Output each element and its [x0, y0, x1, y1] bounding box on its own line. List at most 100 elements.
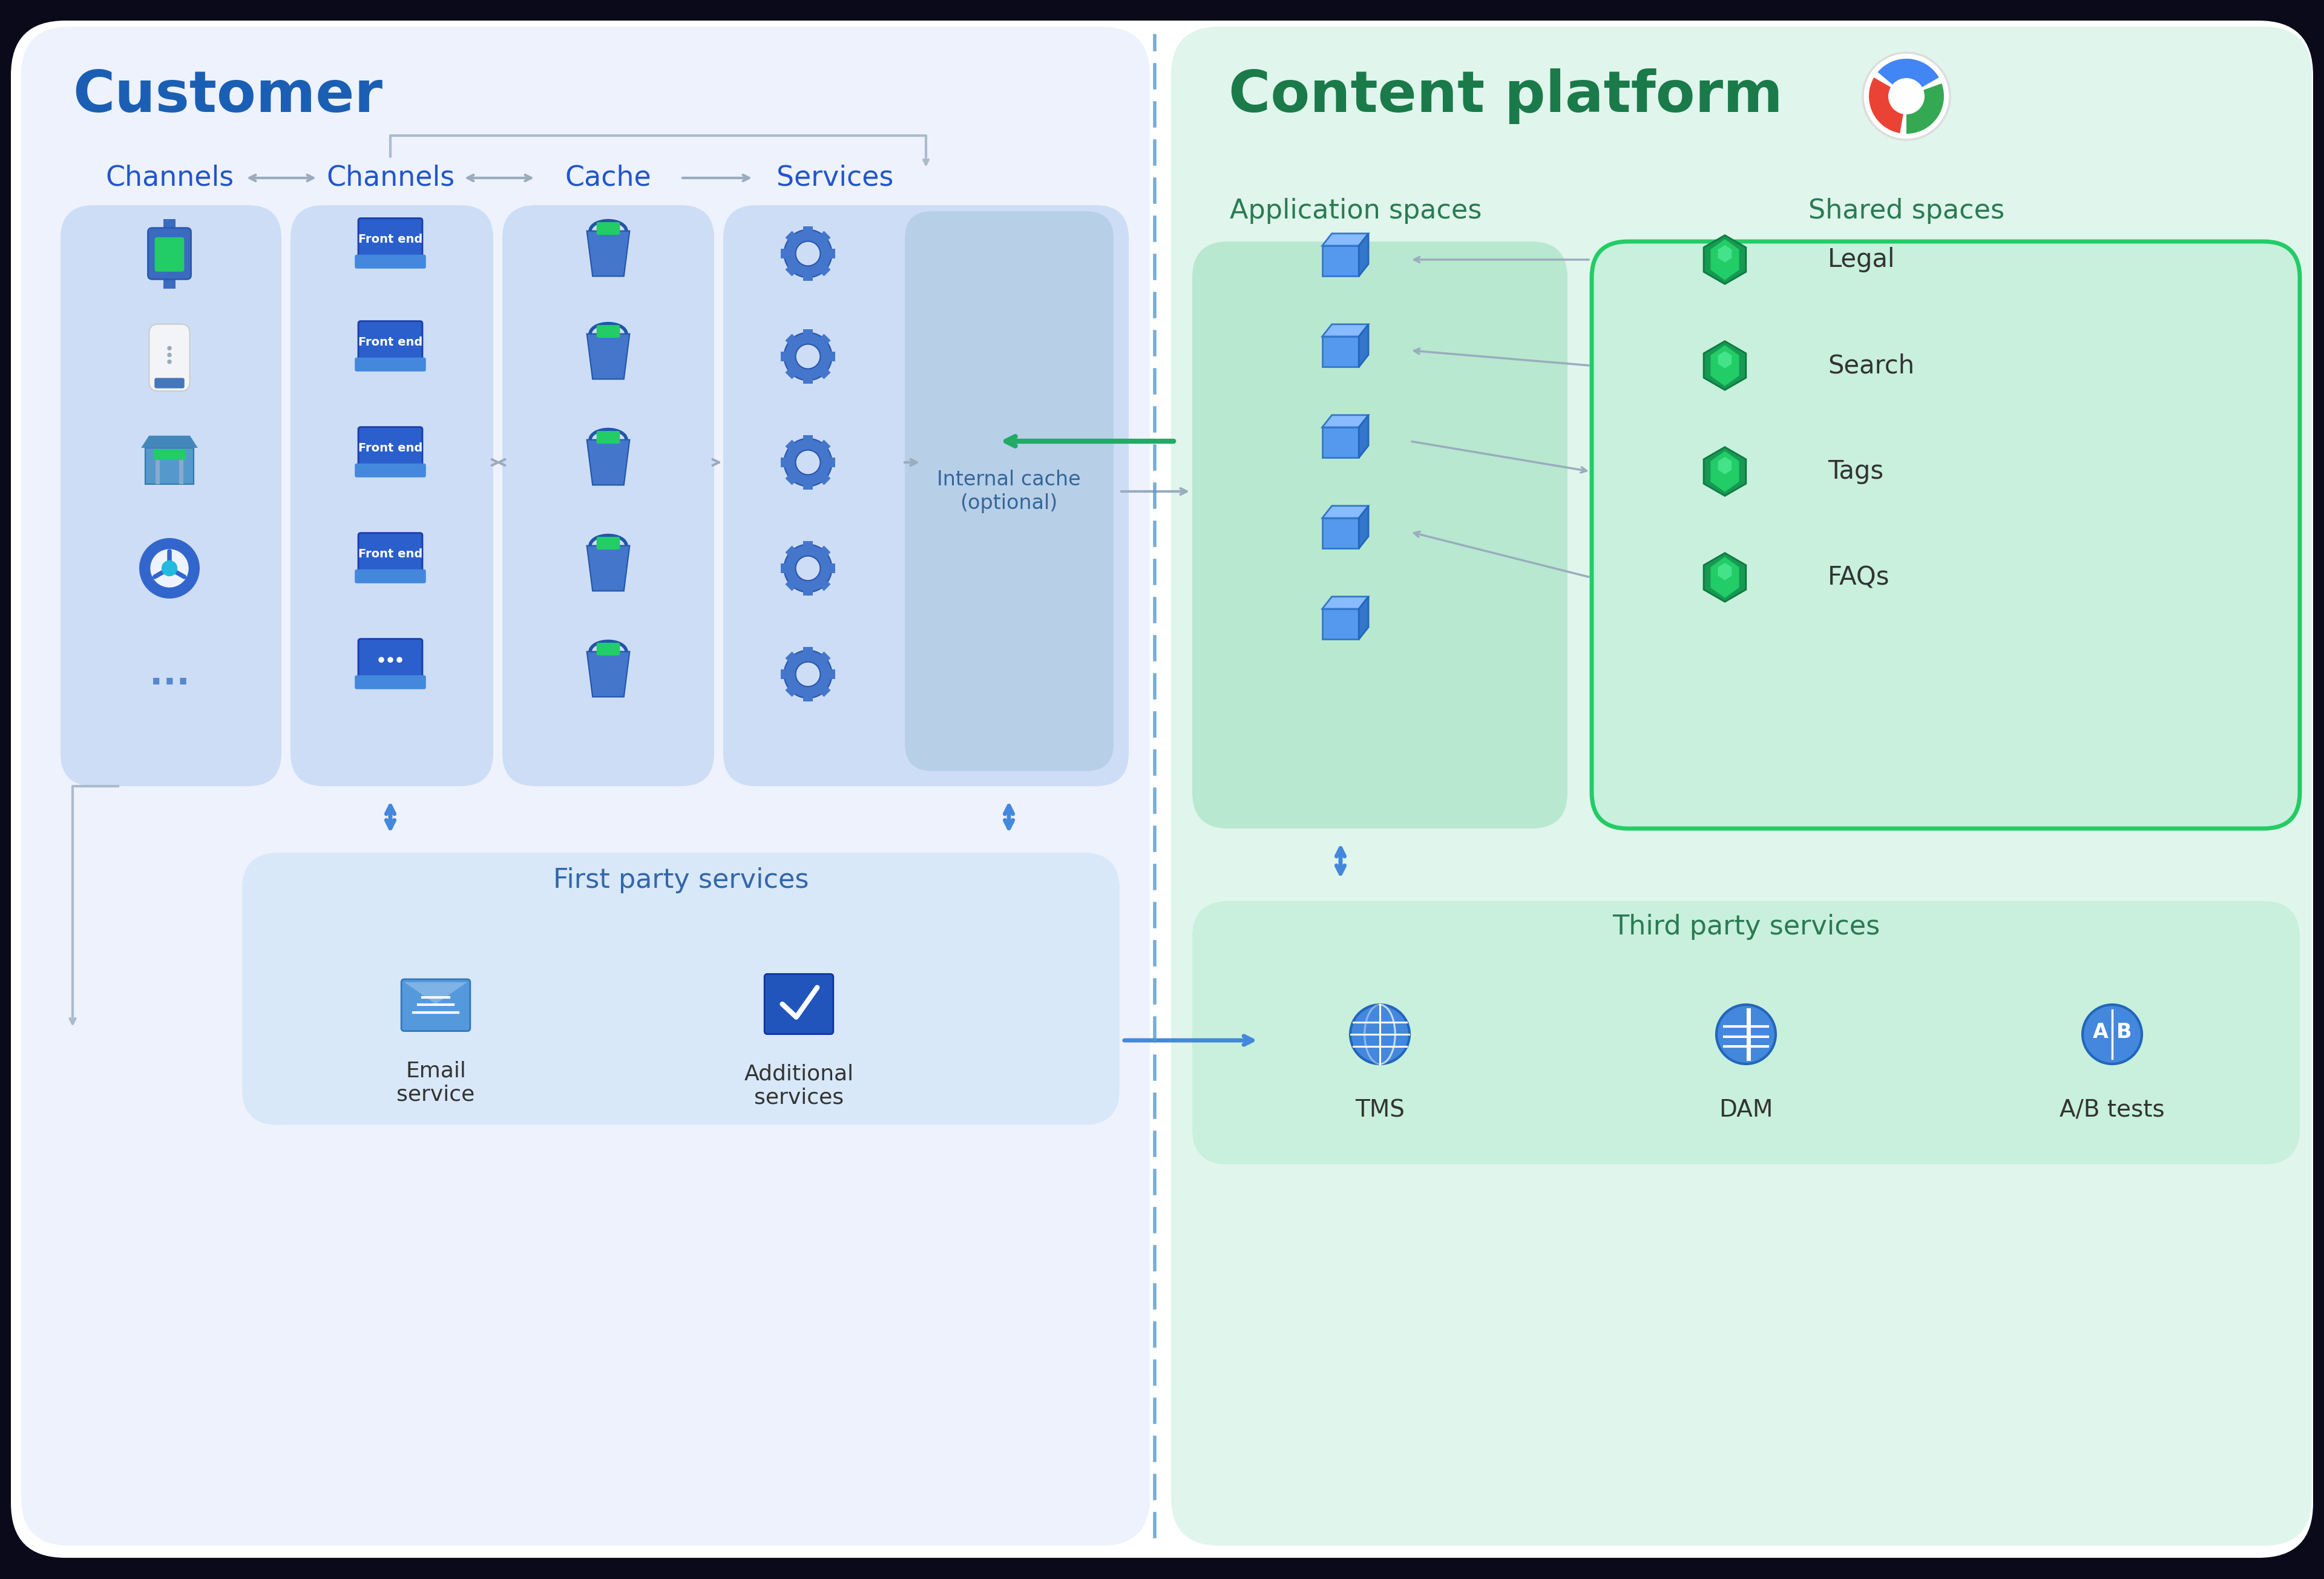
- Text: Search: Search: [1827, 352, 1915, 379]
- Polygon shape: [1717, 245, 1731, 262]
- FancyBboxPatch shape: [402, 979, 469, 1031]
- Polygon shape: [1322, 234, 1369, 246]
- Bar: [153, 448, 186, 459]
- Text: Additional
services: Additional services: [744, 1064, 853, 1108]
- Bar: [156, 459, 160, 485]
- Text: Cache: Cache: [565, 164, 651, 191]
- Polygon shape: [1322, 428, 1360, 458]
- FancyBboxPatch shape: [904, 212, 1113, 771]
- Polygon shape: [404, 982, 467, 1004]
- Bar: [781, 669, 790, 679]
- Bar: [818, 546, 830, 559]
- Polygon shape: [1703, 553, 1745, 602]
- Text: Tags: Tags: [1827, 459, 1882, 485]
- Text: FAQs: FAQs: [1827, 565, 1889, 591]
- Bar: [804, 542, 813, 551]
- FancyBboxPatch shape: [356, 464, 425, 477]
- FancyBboxPatch shape: [1171, 27, 2312, 1546]
- Circle shape: [388, 657, 393, 663]
- Polygon shape: [1322, 597, 1369, 609]
- Circle shape: [783, 229, 832, 278]
- FancyBboxPatch shape: [242, 853, 1120, 1126]
- Circle shape: [1887, 77, 1924, 114]
- Bar: [818, 262, 830, 276]
- Polygon shape: [1322, 518, 1360, 548]
- Polygon shape: [1360, 597, 1369, 639]
- FancyBboxPatch shape: [290, 205, 493, 786]
- Bar: [818, 439, 830, 453]
- FancyBboxPatch shape: [597, 223, 621, 235]
- Circle shape: [795, 450, 820, 475]
- Polygon shape: [588, 652, 630, 696]
- Text: Shared spaces: Shared spaces: [1808, 199, 2006, 224]
- Bar: [825, 669, 834, 679]
- Polygon shape: [1360, 415, 1369, 458]
- Circle shape: [167, 360, 172, 365]
- Bar: [786, 546, 799, 559]
- Text: A: A: [2092, 1022, 2108, 1042]
- Bar: [804, 692, 813, 701]
- Bar: [781, 352, 790, 362]
- FancyBboxPatch shape: [723, 205, 1129, 786]
- Bar: [786, 366, 799, 379]
- Bar: [804, 226, 813, 235]
- FancyBboxPatch shape: [765, 974, 834, 1034]
- Bar: [825, 352, 834, 362]
- Bar: [163, 275, 174, 289]
- Circle shape: [2082, 1004, 2143, 1064]
- Circle shape: [783, 439, 832, 486]
- Text: DAM: DAM: [1720, 1099, 1773, 1121]
- FancyBboxPatch shape: [597, 643, 621, 655]
- Bar: [786, 578, 799, 591]
- Polygon shape: [142, 436, 198, 448]
- Text: Front end: Front end: [358, 336, 423, 347]
- Bar: [804, 328, 813, 338]
- Bar: [163, 219, 174, 232]
- Text: Email
service: Email service: [397, 1061, 474, 1105]
- Text: Channels: Channels: [105, 164, 235, 191]
- Text: Front end: Front end: [358, 442, 423, 453]
- Polygon shape: [588, 333, 630, 379]
- Bar: [818, 366, 830, 379]
- Polygon shape: [588, 231, 630, 276]
- Bar: [825, 249, 834, 259]
- Text: Content platform: Content platform: [1229, 68, 1783, 125]
- Polygon shape: [1360, 324, 1369, 366]
- FancyBboxPatch shape: [597, 325, 621, 338]
- Circle shape: [795, 242, 820, 265]
- Polygon shape: [1717, 562, 1731, 579]
- FancyBboxPatch shape: [356, 676, 425, 688]
- Polygon shape: [1322, 336, 1360, 366]
- FancyBboxPatch shape: [21, 27, 1150, 1546]
- Bar: [804, 480, 813, 489]
- Text: TMS: TMS: [1355, 1099, 1404, 1121]
- Polygon shape: [1710, 346, 1738, 385]
- Bar: [804, 436, 813, 444]
- Bar: [786, 231, 799, 245]
- Text: Front end: Front end: [358, 548, 423, 559]
- FancyBboxPatch shape: [356, 254, 425, 268]
- FancyBboxPatch shape: [156, 237, 184, 272]
- Bar: [786, 684, 799, 696]
- Text: B: B: [2117, 1022, 2131, 1042]
- FancyBboxPatch shape: [597, 537, 621, 549]
- Bar: [786, 652, 799, 665]
- Polygon shape: [1322, 415, 1369, 428]
- Bar: [825, 564, 834, 573]
- Wedge shape: [1868, 77, 1906, 133]
- FancyBboxPatch shape: [60, 205, 281, 786]
- FancyBboxPatch shape: [356, 570, 425, 583]
- Polygon shape: [1717, 351, 1731, 368]
- FancyBboxPatch shape: [149, 227, 191, 279]
- FancyBboxPatch shape: [358, 426, 423, 467]
- Bar: [818, 472, 830, 485]
- Polygon shape: [1703, 341, 1745, 390]
- Polygon shape: [588, 546, 630, 591]
- FancyBboxPatch shape: [153, 377, 184, 388]
- Polygon shape: [1710, 238, 1738, 279]
- Polygon shape: [1710, 452, 1738, 493]
- FancyBboxPatch shape: [149, 324, 191, 392]
- Bar: [781, 458, 790, 467]
- Polygon shape: [1322, 609, 1360, 639]
- FancyBboxPatch shape: [358, 218, 423, 259]
